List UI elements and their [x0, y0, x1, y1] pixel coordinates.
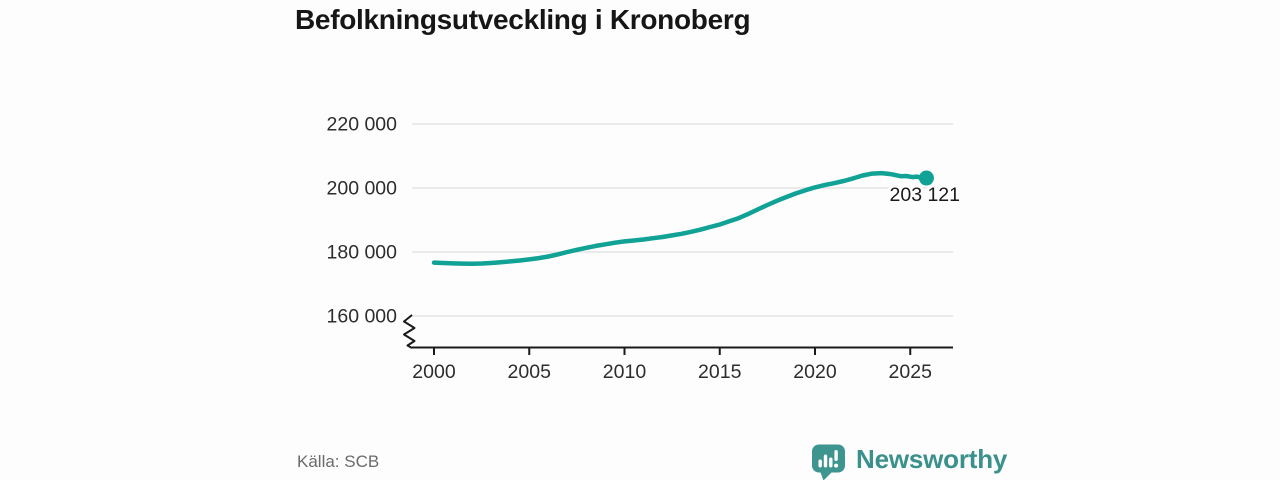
x-axis-tick-label: 2010 [603, 361, 647, 383]
source-label: Källa: SCB [297, 452, 380, 471]
series-endpoint-dot [918, 170, 934, 186]
x-axis-tick-label: 2020 [793, 361, 837, 383]
newsworthy-logo-text: Newsworthy [856, 444, 1008, 474]
newsworthy-logo: Newsworthy [811, 443, 1007, 480]
y-axis-break-squiggle [403, 314, 416, 349]
population-series-line [431, 170, 929, 266]
endpoint-value-label: 203 121 [890, 184, 961, 206]
y-axis-tick-label: 180 000 [327, 242, 398, 264]
x-axis-tick-label: 2025 [889, 361, 933, 383]
page-title: Befolkningsutveckling i Kronoberg [295, 4, 751, 35]
y-axis-tick-label: 160 000 [327, 306, 398, 328]
x-axis-tick-label: 2005 [508, 361, 552, 383]
x-axis-tick-label: 2000 [412, 361, 456, 383]
y-axis-tick-label: 220 000 [327, 114, 398, 136]
newsworthy-logo-icon [812, 444, 845, 480]
y-axis-tick-label: 200 000 [327, 178, 398, 200]
x-axis-tick-label: 2015 [698, 361, 742, 383]
